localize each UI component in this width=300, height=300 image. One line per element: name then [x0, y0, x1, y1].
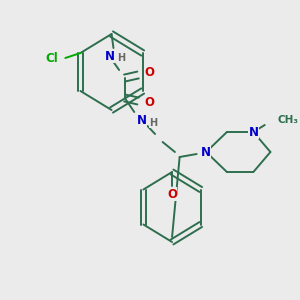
- Text: Cl: Cl: [46, 52, 59, 64]
- Text: O: O: [144, 67, 154, 80]
- Text: O: O: [144, 97, 154, 110]
- Text: H: H: [117, 53, 125, 63]
- Text: O: O: [167, 188, 177, 200]
- Text: N: N: [248, 125, 258, 139]
- Text: H: H: [149, 118, 157, 128]
- Text: N: N: [201, 146, 211, 158]
- Text: CH₃: CH₃: [278, 115, 299, 125]
- Text: N: N: [137, 113, 147, 127]
- Text: N: N: [105, 50, 115, 62]
